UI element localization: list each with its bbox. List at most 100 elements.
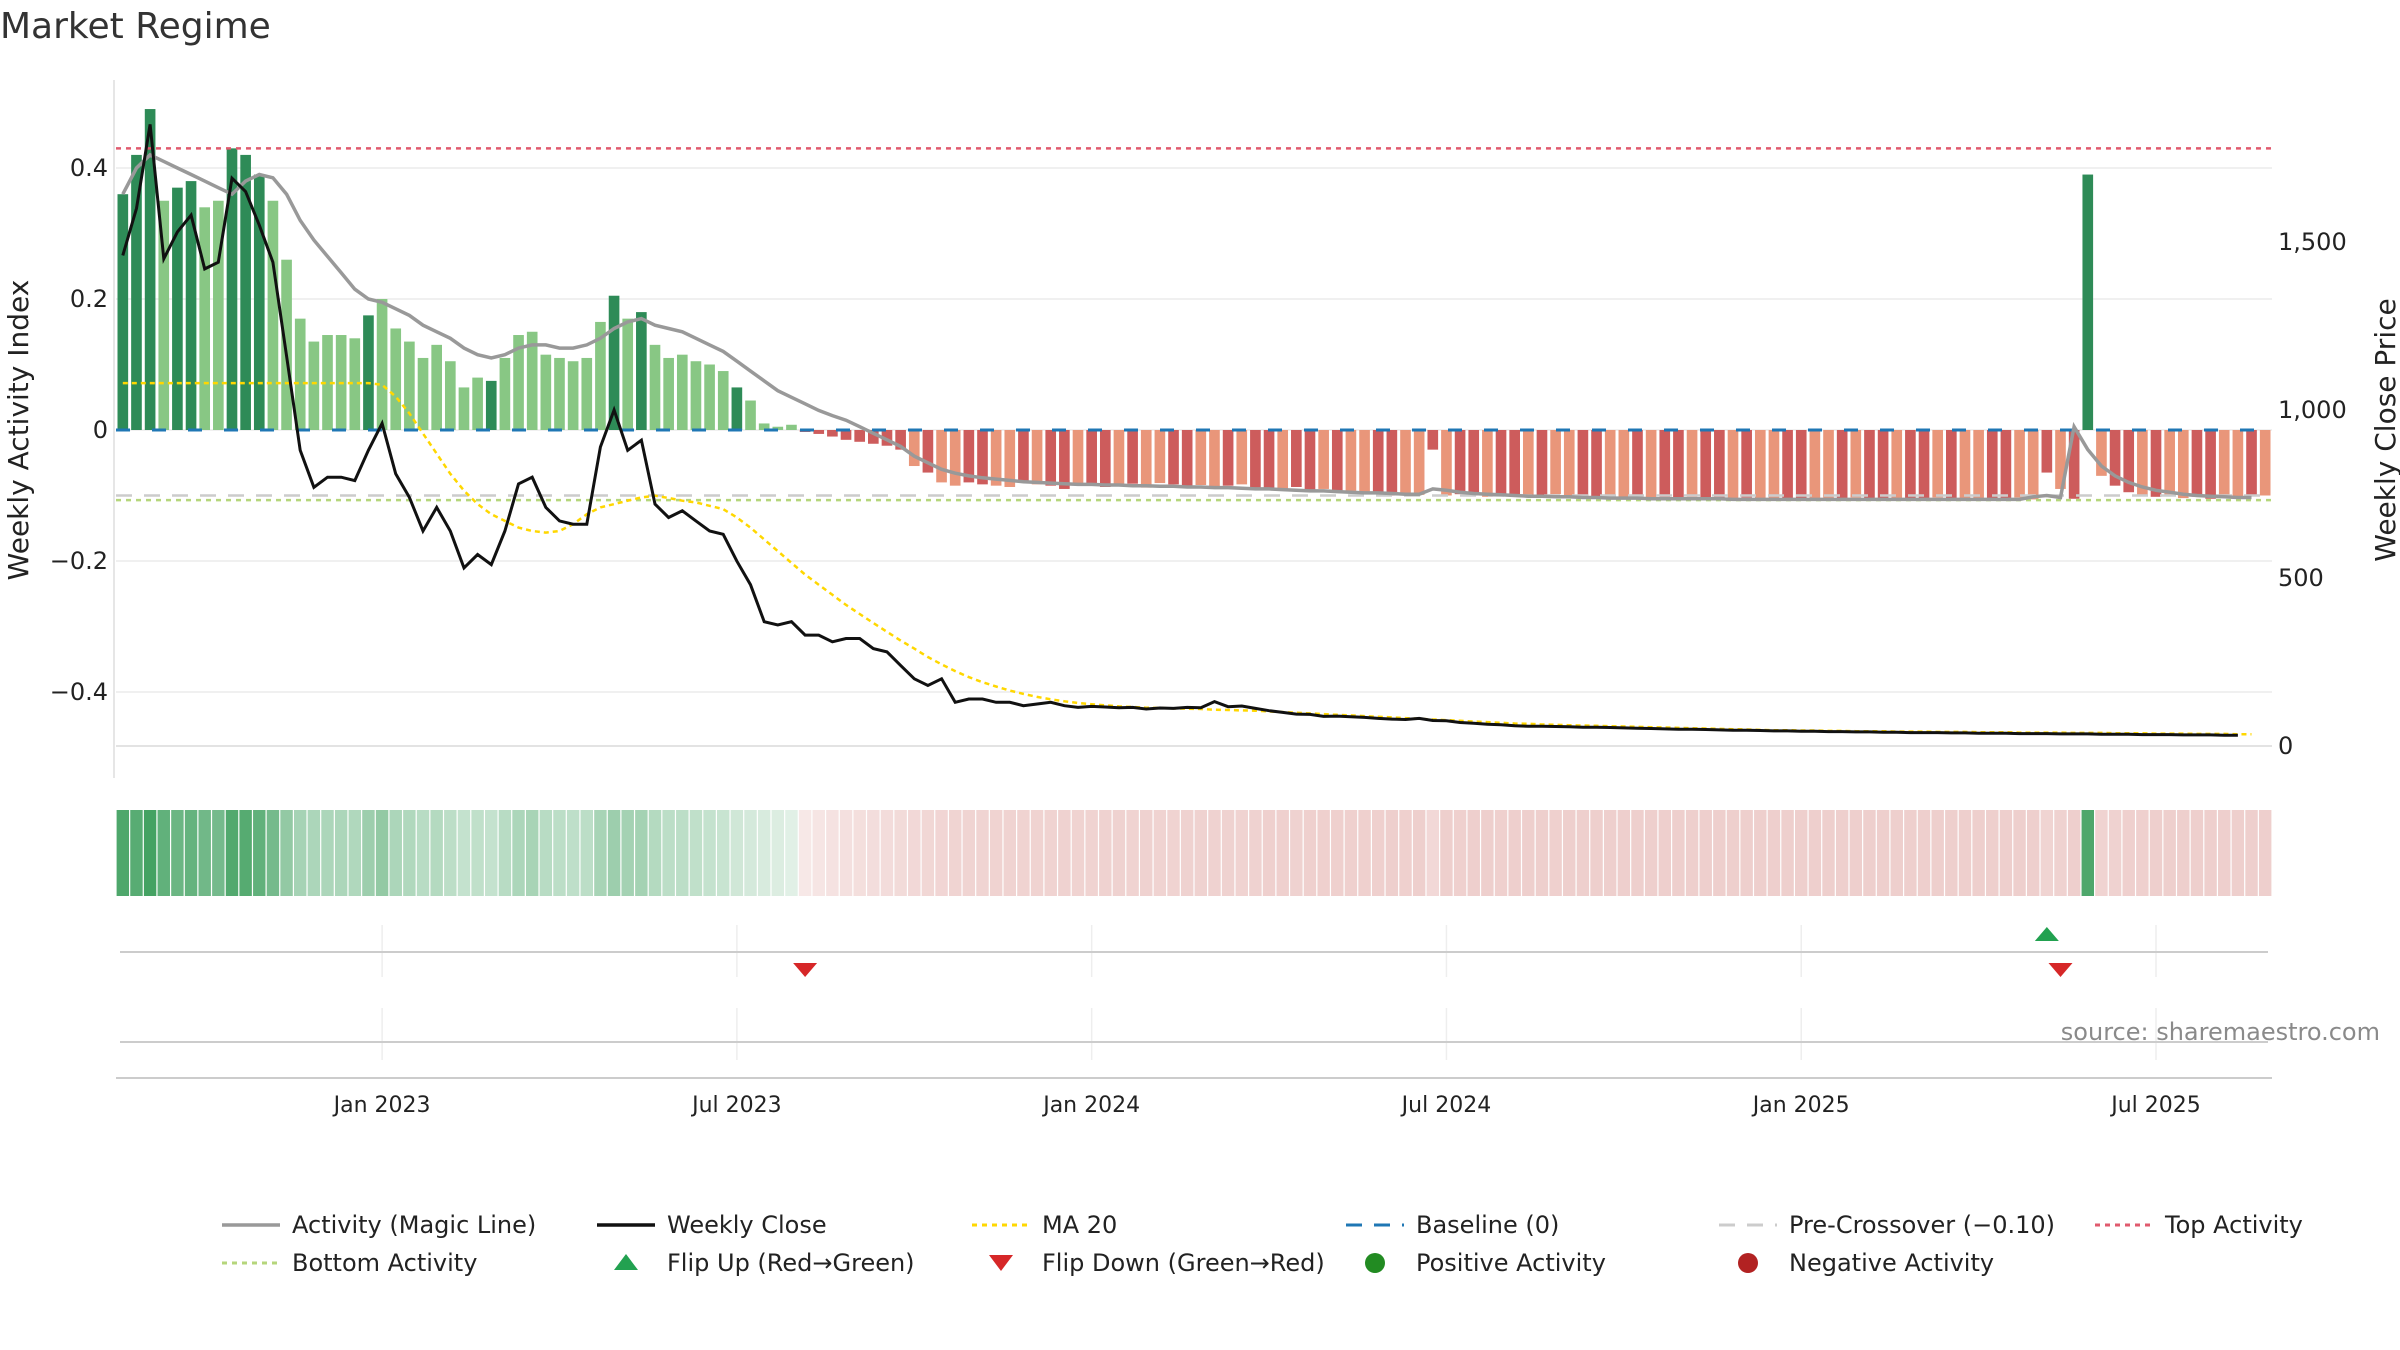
regime-cell [1112,810,1126,896]
activity-bar [294,318,306,430]
regime-cell [1085,810,1098,896]
activity-bar [485,380,497,430]
regime-cell [2136,810,2149,896]
legend-label-close: Weekly Close [667,1211,827,1239]
activity-bar [1809,430,1821,499]
activity-bar [1918,430,1930,499]
regime-cell [1153,810,1167,896]
regime-cell [1017,810,1030,896]
activity-bar [868,430,879,444]
regime-cell [1522,810,1535,896]
activity-bar [1427,430,1439,450]
legend: Activity (Magic Line) Weekly Close MA 20 Ba… [222,1211,2303,1277]
activity-bar [226,148,238,430]
activity-bar [1714,430,1725,499]
regime-cell [1672,810,1685,896]
regime-cell [1631,810,1644,896]
regime-cell [1713,810,1726,896]
regime-cell [2067,810,2081,896]
legend-label-ma20: MA 20 [1042,1211,1117,1239]
activity-bar [704,364,715,430]
activity-bar [595,321,606,430]
regime-cell [1685,810,1699,896]
regime-cell [2095,810,2108,896]
y-axis-left-label: Weekly Activity Index [2,280,35,581]
regime-cell [1099,810,1112,896]
regime-cell [485,810,498,896]
y-right-tick-label: 0 [2278,732,2293,760]
regime-cell [293,810,307,896]
activity-bar [158,200,170,430]
regime-cell [785,810,798,896]
activity-bar [1400,430,1411,494]
activity-bar [949,430,961,486]
regime-cell [1972,810,1985,896]
regime-cell [730,810,744,896]
activity-bar [1277,430,1289,489]
activity-bar [322,335,333,430]
regime-cell [2122,810,2135,896]
regime-cell [1904,810,1917,896]
regime-cell [1863,810,1876,896]
activity-bar [1468,430,1480,496]
regime-cell [1835,810,1849,896]
regime-cell [239,810,252,896]
flip-down-marker [793,963,818,977]
regime-cell [1945,810,1958,896]
activity-bar [1550,430,1561,495]
x-tick-label: Jul 2025 [2109,1093,2201,1118]
activity-bar [1072,430,1084,484]
series-lines [121,124,2252,737]
regime-cell [853,810,866,896]
regime-cell [908,810,921,896]
activity-bar [977,430,988,485]
activity-bar [2164,430,2175,497]
legend-swatch-pos_dot [1365,1253,1385,1273]
activity-bar [308,341,320,430]
regime-cell [1726,810,1740,896]
regime-cell [717,810,730,896]
regime-cell [648,810,662,896]
regime-cell [2218,810,2231,896]
regime-cell [471,810,484,896]
legend-label-baseline: Baseline (0) [1416,1211,1559,1239]
regime-cell [1126,810,1139,896]
regime-cell [1795,810,1808,896]
activity-bar [349,338,361,430]
activity-bar [1304,430,1316,492]
regime-cell [594,810,607,896]
legend-label-flip_down: Flip Down (Green→Red) [1042,1249,1325,1277]
regime-cell [444,810,457,896]
regime-cell [948,810,962,896]
activity-bar [676,354,688,430]
regime-cell [976,810,989,896]
regime-cell [1781,810,1794,896]
x-tick-label: Jan 2023 [332,1093,431,1118]
activity-bar [2232,430,2244,499]
regime-cell [826,810,839,896]
activity-bar [185,181,197,430]
regime-cell [389,810,402,896]
activity-bar [117,194,129,430]
regime-cell [266,810,280,896]
legend-swatch-flip_down [989,1255,1013,1271]
activity-bar [390,328,402,430]
activity-bar [2014,430,2025,498]
legend-label-magic: Activity (Magic Line) [292,1211,536,1239]
activity-bar [854,430,866,442]
axes: 0.4 0.2 0 −0.2 −0.4 1,500 1,000 500 0 Jan 2023 Jul… [50,80,2347,1118]
activity-bar [1441,430,1452,496]
legend-label-top: Top Activity [2164,1211,2303,1239]
regime-cell [1508,810,1521,896]
regime-cell [757,810,771,896]
activity-bar [2082,174,2094,430]
regime-cell [1535,810,1549,896]
regime-cell [498,810,512,896]
activity-bar [1522,430,1534,497]
regime-cell [2177,810,2190,896]
regime-cell [2231,810,2245,896]
activity-bar [1850,430,1862,498]
activity-bars [117,109,2271,500]
y-left-tick-label: 0.4 [70,154,108,182]
activity-bar [2150,430,2162,497]
